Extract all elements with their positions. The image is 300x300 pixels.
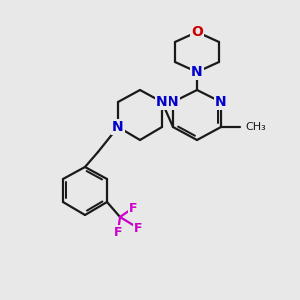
- Text: N: N: [167, 95, 179, 109]
- Text: N: N: [112, 120, 124, 134]
- Text: N: N: [215, 95, 227, 109]
- Text: N: N: [191, 65, 203, 79]
- Text: N: N: [156, 95, 168, 109]
- Text: CH₃: CH₃: [245, 122, 266, 132]
- Text: O: O: [191, 25, 203, 39]
- Text: F: F: [129, 202, 137, 214]
- Text: F: F: [114, 226, 122, 238]
- Text: F: F: [134, 221, 142, 235]
